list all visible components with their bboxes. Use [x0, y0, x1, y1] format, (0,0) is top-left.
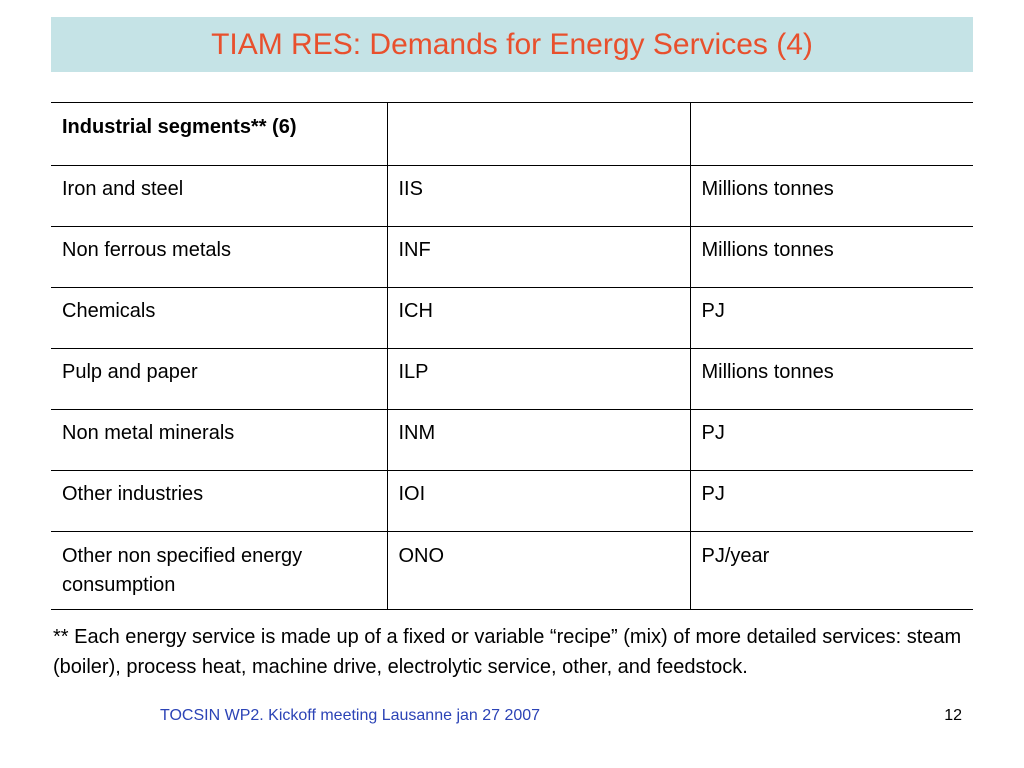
segment-name-cell: Chemicals: [51, 287, 388, 349]
segment-unit-cell: PJ/year: [689, 531, 973, 610]
table-row: Non ferrous metals INF Millions tonnes: [51, 226, 973, 288]
segment-code-cell: IIS: [386, 165, 691, 227]
table-row: Other non specified energy consumption O…: [51, 531, 973, 610]
segment-unit-cell: Millions tonnes: [689, 226, 973, 288]
table-row: Chemicals ICH PJ: [51, 287, 973, 349]
industrial-segments-table: Industrial segments** (6) Iron and steel…: [51, 102, 973, 610]
segment-code-cell: INM: [386, 409, 691, 471]
table-header-cell: [386, 102, 691, 166]
footnote-text: ** Each energy service is made up of a f…: [53, 626, 962, 678]
segment-code-cell: ONO: [386, 531, 691, 610]
segment-name-cell: Pulp and paper: [51, 348, 388, 410]
segment-unit-cell: PJ: [689, 470, 973, 532]
segment-name-cell: Other industries: [51, 470, 388, 532]
table-header-cell: Industrial segments** (6): [51, 102, 388, 166]
segment-name-cell: Non metal minerals: [51, 409, 388, 471]
table-row: Pulp and paper ILP Millions tonnes: [51, 348, 973, 410]
segment-code-cell: ICH: [386, 287, 691, 349]
slide-title: TIAM RES: Demands for Energy Services (4…: [211, 27, 813, 61]
segment-unit-cell: Millions tonnes: [689, 348, 973, 410]
table-header-cell: [689, 102, 973, 166]
segment-code-cell: IOI: [386, 470, 691, 532]
table-row: Iron and steel IIS Millions tonnes: [51, 165, 973, 227]
segment-code-cell: INF: [386, 226, 691, 288]
page-number: 12: [944, 707, 962, 724]
table-header-row: Industrial segments** (6): [51, 102, 973, 166]
table-row: Non metal minerals INM PJ: [51, 409, 973, 471]
slide-title-bar: TIAM RES: Demands for Energy Services (4…: [51, 17, 973, 72]
table-row: Other industries IOI PJ: [51, 470, 973, 532]
segment-name-cell: Other non specified energy consumption: [51, 531, 388, 610]
footer-text: TOCSIN WP2. Kickoff meeting Lausanne jan…: [160, 707, 541, 724]
segment-name-cell: Iron and steel: [51, 165, 388, 227]
segment-name-cell: Non ferrous metals: [51, 226, 388, 288]
segment-unit-cell: Millions tonnes: [689, 165, 973, 227]
segment-unit-cell: PJ: [689, 409, 973, 471]
segment-unit-cell: PJ: [689, 287, 973, 349]
segment-code-cell: ILP: [386, 348, 691, 410]
